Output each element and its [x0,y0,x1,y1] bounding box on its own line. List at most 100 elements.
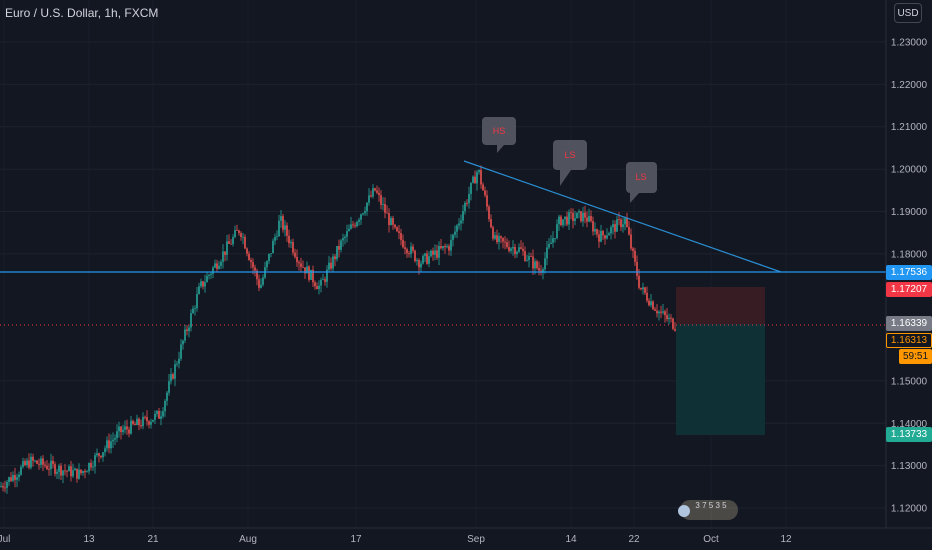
candle-body [172,374,174,379]
candle-body [400,232,402,241]
candle-body [186,329,188,332]
candle-body [586,217,588,222]
candle-body [602,231,604,236]
candle-body [572,212,574,221]
candle-body [110,441,112,449]
time-axis[interactable]: Jul 13 21 Aug 17 Sep 14 22 Oct 12 [0,527,932,545]
callout-shoulder-right[interactable]: LS [626,162,657,203]
candle-body [656,310,658,314]
candle-body [502,237,504,242]
candle-body [418,260,420,268]
candle-body [564,216,566,220]
candle-body [348,228,350,232]
candle-body [484,190,486,196]
currency-button[interactable]: USD [894,3,922,23]
candle-body [438,246,440,258]
candle-body [102,452,104,458]
candle-body [284,225,286,230]
candle-body [486,195,488,207]
candle-body [162,411,164,417]
candle-body [454,231,456,235]
time-tick-label: Jul [0,534,10,545]
current-price-label: 1.16339 [886,316,932,331]
events-badge[interactable]: 3 7 5 3 5 [678,500,738,520]
candle-body [550,242,552,244]
candle-body [78,469,80,479]
take-profit-zone[interactable] [676,324,765,435]
trend-line[interactable] [463,160,782,273]
flag-icon [678,505,690,517]
candle-body [464,202,466,212]
candle-body [142,416,144,427]
candle-body [498,236,500,243]
candle-body [404,247,406,250]
candle-body [108,440,110,449]
candle-body [394,224,396,228]
candle-body [408,253,410,255]
candle-body [580,211,582,222]
candle-body [554,238,556,239]
callout-shoulder-left[interactable]: LS [553,140,587,186]
candle-body [448,246,450,251]
candle-body [40,458,42,465]
candle-body [616,219,618,232]
candle-body [76,468,78,479]
candle-body [166,392,168,401]
candle-body [424,253,426,256]
candle-body [432,250,434,255]
candle-body [652,301,654,310]
candle-body [306,266,308,274]
candle-body [664,311,666,316]
candle-body [410,246,412,255]
candle-body [566,216,568,225]
candle-body [560,216,562,226]
candle-body [176,363,178,365]
candle-body [556,224,558,239]
candle-body [182,340,184,345]
candle-body [100,455,102,458]
candle-body [126,426,128,430]
candle-body [474,176,476,184]
candle-body [412,246,414,251]
price-tick-label: 1.18000 [891,249,928,260]
candle-body [492,227,494,239]
candle-body [120,426,122,433]
chart-grid [0,41,886,509]
candle-body [468,193,470,204]
candle-body [426,253,428,264]
candle-body [202,281,204,287]
take-profit-price-label: 1.13733 [886,427,932,442]
candle-body [280,216,282,221]
candle-body [568,212,570,225]
candle-body [372,188,374,197]
candle-body [26,460,28,466]
candle-body [274,236,276,241]
candle-body [624,218,626,225]
candle-body [138,418,140,426]
candle-body [54,464,56,474]
price-axis[interactable]: 1.23000 1.22000 1.21000 1.20000 1.19000 1.180… [885,0,928,528]
candle-body [480,170,482,185]
candle-body [636,261,638,276]
candle-body [644,287,646,293]
candle-body [592,221,594,232]
time-tick-label: 13 [83,534,95,545]
candle-body [314,282,316,287]
candle-body [194,308,196,309]
candle-body [168,381,170,393]
candle-body [522,248,524,252]
candle-body [392,218,394,225]
bid-price-label: 1.16313 [886,333,932,348]
stop-loss-zone[interactable] [676,287,765,324]
candle-body [160,416,162,419]
candle-body [504,241,506,243]
candle-body [634,250,636,262]
candle-body [164,400,166,412]
candle-body [476,172,478,184]
candle-body [224,251,226,255]
candle-body [520,247,522,249]
callout-head[interactable]: HS [482,117,516,153]
symbol-title[interactable]: Euro / U.S. Dollar, 1h, FXCM [5,6,159,20]
candle-body [140,425,142,427]
